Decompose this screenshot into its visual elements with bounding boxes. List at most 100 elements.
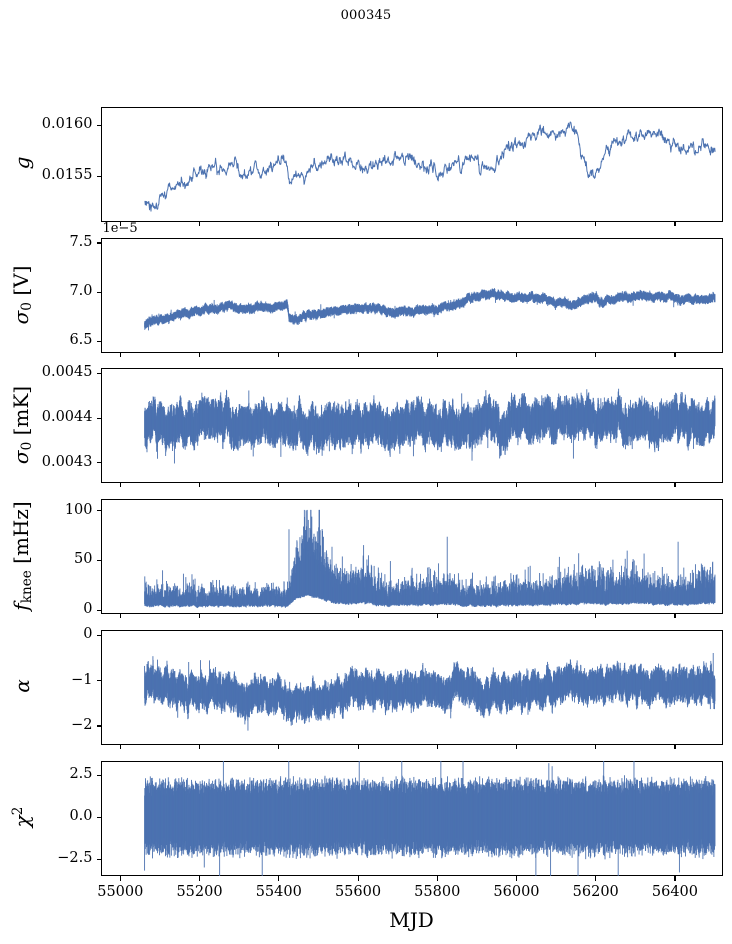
plot-canvas-alpha — [143, 653, 715, 731]
xtick-mark-sigma0-mk-2 — [278, 483, 280, 487]
xtick-mark-sigma0-volts-0 — [119, 353, 121, 357]
ytick-label-sigma0-mk-1: 0.0044 — [41, 409, 93, 426]
xtick-mark-chi-squared-6 — [595, 876, 597, 881]
ytick-label-alpha-1: −1 — [71, 671, 93, 688]
ytick-mark-alpha-2 — [97, 725, 101, 727]
ytick-label-alpha-0: 0 — [83, 626, 93, 643]
xtick-mark-alpha-4 — [436, 745, 438, 749]
xtick-mark-f-knee-4 — [436, 614, 438, 618]
xtick-mark-alpha-1 — [199, 745, 201, 749]
panel-chi-squared — [100, 761, 723, 876]
ylabel-sigma0-volts: σ0 [V] — [9, 265, 35, 324]
panel-frame-gain — [100, 107, 723, 222]
ytick-label-f-knee-0: 0 — [83, 601, 93, 618]
xtick-mark-gain-2 — [278, 222, 280, 226]
xtick-mark-f-knee-7 — [674, 614, 676, 618]
xtick-mark-sigma0-volts-6 — [595, 353, 597, 357]
ytick-label-alpha-2: −2 — [71, 716, 93, 733]
xtick-label-6: 56200 — [572, 884, 619, 900]
ytick-mark-chi-squared-2 — [97, 858, 101, 860]
ytick-mark-gain-0 — [97, 175, 101, 177]
xtick-mark-f-knee-5 — [515, 614, 518, 618]
ylabel-gain: g — [10, 156, 34, 169]
ytick-mark-f-knee-1 — [97, 559, 101, 562]
xtick-mark-sigma0-mk-5 — [515, 483, 518, 487]
ytick-label-chi-squared-1: 0.0 — [69, 808, 93, 825]
xtick-mark-gain-7 — [674, 222, 676, 226]
xtick-label-4: 55800 — [414, 884, 461, 900]
xtick-mark-alpha-7 — [674, 745, 676, 749]
ytick-label-gain-0: 0.0155 — [41, 167, 93, 184]
xtick-mark-chi-squared-3 — [357, 876, 359, 881]
series-line-g — [143, 121, 716, 212]
ytick-label-sigma0-mk-2: 0.0045 — [41, 364, 93, 381]
xtick-mark-sigma0-volts-5 — [515, 353, 518, 357]
ytick-label-chi-squared-2: −2.5 — [57, 850, 93, 867]
panel-alpha — [100, 630, 723, 745]
ytick-label-sigma0-volts-1: 7.0 — [69, 283, 93, 300]
xtick-mark-chi-squared-5 — [515, 876, 518, 881]
xtick-mark-gain-5 — [515, 222, 518, 226]
xtick-label-7: 56400 — [651, 884, 699, 900]
xtick-label-0: 55000 — [97, 884, 144, 900]
figure-title: 000345 — [340, 8, 392, 23]
ytick-mark-chi-squared-0 — [97, 774, 101, 776]
xtick-mark-sigma0-volts-2 — [278, 353, 280, 357]
xtick-mark-chi-squared-2 — [278, 876, 280, 881]
xtick-mark-f-knee-0 — [119, 614, 121, 618]
ytick-label-f-knee-1: 50 — [74, 551, 93, 568]
xtick-mark-sigma0-volts-3 — [357, 353, 359, 357]
xtick-mark-sigma0-mk-4 — [436, 483, 438, 487]
panel-f-knee — [100, 499, 723, 614]
ytick-mark-sigma0-mk-2 — [97, 372, 101, 374]
ytick-mark-sigma0-mk-0 — [97, 462, 101, 464]
xtick-mark-chi-squared-1 — [199, 876, 201, 881]
ylabel-f-knee: fknee [mHz] — [9, 500, 35, 611]
panel-gain — [100, 107, 723, 222]
xtick-mark-gain-3 — [357, 222, 359, 226]
panel-sigma0-volts — [100, 238, 723, 353]
xtick-mark-gain-0 — [119, 222, 121, 226]
xtick-mark-f-knee-6 — [595, 614, 597, 618]
ytick-mark-gain-1 — [97, 124, 101, 126]
xtick-mark-f-knee-1 — [199, 614, 201, 618]
xtick-mark-f-knee-3 — [357, 614, 359, 618]
xtick-label-5: 56000 — [493, 884, 540, 900]
xtick-mark-alpha-0 — [119, 745, 121, 749]
xtick-mark-alpha-2 — [278, 745, 280, 749]
xtick-mark-sigma0-mk-1 — [199, 483, 201, 487]
xtick-mark-alpha-3 — [357, 745, 359, 749]
xtick-mark-alpha-5 — [515, 745, 518, 749]
ylabel-chi-squared: χ2 — [9, 806, 35, 827]
xtick-mark-sigma0-volts-7 — [674, 353, 676, 357]
xtick-label-3: 55600 — [334, 884, 382, 900]
ytick-mark-sigma0-mk-1 — [97, 417, 101, 419]
ytick-label-sigma0-mk-0: 0.0043 — [41, 453, 93, 470]
xaxis-label: MJD — [389, 908, 434, 932]
xtick-mark-sigma0-mk-6 — [595, 483, 597, 487]
ytick-mark-f-knee-2 — [97, 510, 101, 512]
xtick-mark-sigma0-mk-0 — [119, 483, 121, 487]
xtick-mark-f-knee-2 — [278, 614, 280, 618]
xtick-mark-sigma0-volts-4 — [436, 353, 438, 357]
plot-canvas-gain — [143, 121, 716, 212]
ytick-label-sigma0-volts-2: 7.5 — [69, 233, 93, 250]
xtick-mark-sigma0-volts-1 — [199, 353, 201, 357]
plot-canvas-chi-squared — [143, 761, 715, 876]
ytick-mark-sigma0-volts-1 — [97, 291, 101, 293]
xtick-label-1: 55200 — [176, 884, 223, 900]
xtick-label-2: 55400 — [255, 884, 302, 900]
xtick-mark-alpha-6 — [595, 745, 597, 749]
xtick-mark-sigma0-mk-3 — [357, 483, 359, 487]
ytick-mark-alpha-1 — [97, 680, 101, 682]
ytick-label-f-knee-2: 100 — [64, 501, 93, 518]
ytick-label-sigma0-volts-0: 6.5 — [69, 332, 93, 349]
ylabel-alpha: α — [10, 678, 34, 693]
plot-canvas-f-knee — [143, 509, 715, 609]
xtick-mark-chi-squared-0 — [119, 876, 121, 881]
ytick-label-gain-1: 0.0160 — [41, 116, 93, 133]
xtick-mark-gain-1 — [199, 222, 201, 226]
xtick-mark-sigma0-mk-7 — [674, 483, 676, 487]
panel-sigma0-mk — [100, 368, 723, 483]
